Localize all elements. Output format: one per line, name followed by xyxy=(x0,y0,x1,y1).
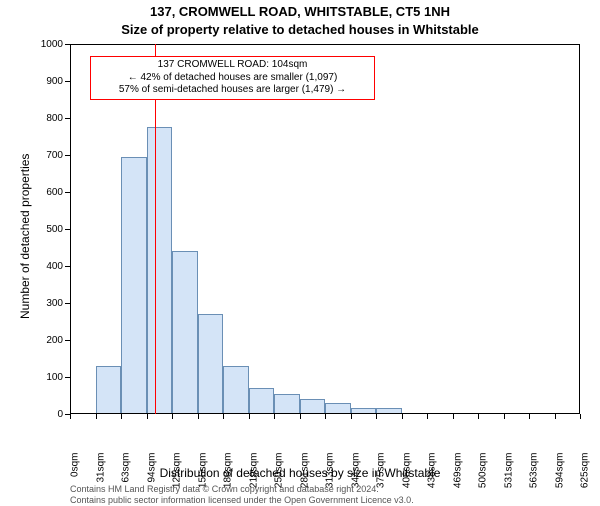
y-tick xyxy=(65,155,70,156)
x-tick xyxy=(172,414,173,419)
x-tick xyxy=(147,414,148,419)
histogram-bar xyxy=(274,394,300,414)
axis-spine-top xyxy=(70,44,580,45)
x-tick xyxy=(529,414,530,419)
x-tick xyxy=(351,414,352,419)
y-tick xyxy=(65,81,70,82)
footer-attribution: Contains HM Land Registry data © Crown c… xyxy=(70,484,414,506)
property-annotation-box: 137 CROMWELL ROAD: 104sqm ← 42% of detac… xyxy=(90,56,375,100)
chart-title-line2: Size of property relative to detached ho… xyxy=(0,22,600,37)
x-tick xyxy=(249,414,250,419)
footer-line2: Contains public sector information licen… xyxy=(70,495,414,506)
x-axis-label: Distribution of detached houses by size … xyxy=(0,466,600,480)
y-tick xyxy=(65,192,70,193)
y-tick-label: 100 xyxy=(25,372,63,383)
histogram-bar xyxy=(300,399,326,414)
y-tick xyxy=(65,266,70,267)
chart-plot-area: 010020030040050060070080090010000sqm31sq… xyxy=(70,44,580,414)
y-tick xyxy=(65,340,70,341)
histogram-bar xyxy=(172,251,198,414)
annotation-line2: ← 42% of detached houses are smaller (1,… xyxy=(97,72,368,85)
y-tick xyxy=(65,303,70,304)
x-tick xyxy=(427,414,428,419)
y-tick-label: 0 xyxy=(25,409,63,420)
axis-spine-right xyxy=(579,44,580,414)
property-marker-line xyxy=(155,44,156,414)
x-tick xyxy=(223,414,224,419)
y-tick-label: 900 xyxy=(25,76,63,87)
x-tick xyxy=(325,414,326,419)
x-tick xyxy=(70,414,71,419)
axis-spine-left xyxy=(70,44,71,414)
y-tick xyxy=(65,118,70,119)
chart-title-line1: 137, CROMWELL ROAD, WHITSTABLE, CT5 1NH xyxy=(0,4,600,19)
x-tick xyxy=(453,414,454,419)
histogram-bar xyxy=(121,157,147,414)
x-tick xyxy=(121,414,122,419)
x-tick xyxy=(478,414,479,419)
histogram-bar xyxy=(198,314,224,414)
x-tick xyxy=(376,414,377,419)
histogram-bar xyxy=(223,366,249,414)
x-tick xyxy=(580,414,581,419)
y-tick xyxy=(65,44,70,45)
x-tick xyxy=(504,414,505,419)
histogram-bar xyxy=(147,127,173,414)
y-tick xyxy=(65,377,70,378)
y-tick-label: 800 xyxy=(25,113,63,124)
y-tick xyxy=(65,229,70,230)
x-tick xyxy=(96,414,97,419)
x-tick xyxy=(198,414,199,419)
x-tick xyxy=(555,414,556,419)
x-tick xyxy=(274,414,275,419)
x-tick xyxy=(402,414,403,419)
annotation-line1: 137 CROMWELL ROAD: 104sqm xyxy=(97,59,368,72)
y-tick-label: 200 xyxy=(25,335,63,346)
footer-line1: Contains HM Land Registry data © Crown c… xyxy=(70,484,414,495)
histogram-bar xyxy=(249,388,275,414)
y-axis-label: Number of detached properties xyxy=(18,154,32,319)
x-tick xyxy=(300,414,301,419)
histogram-bar xyxy=(96,366,122,414)
annotation-line3: 57% of semi-detached houses are larger (… xyxy=(97,84,368,97)
y-tick-label: 1000 xyxy=(25,39,63,50)
